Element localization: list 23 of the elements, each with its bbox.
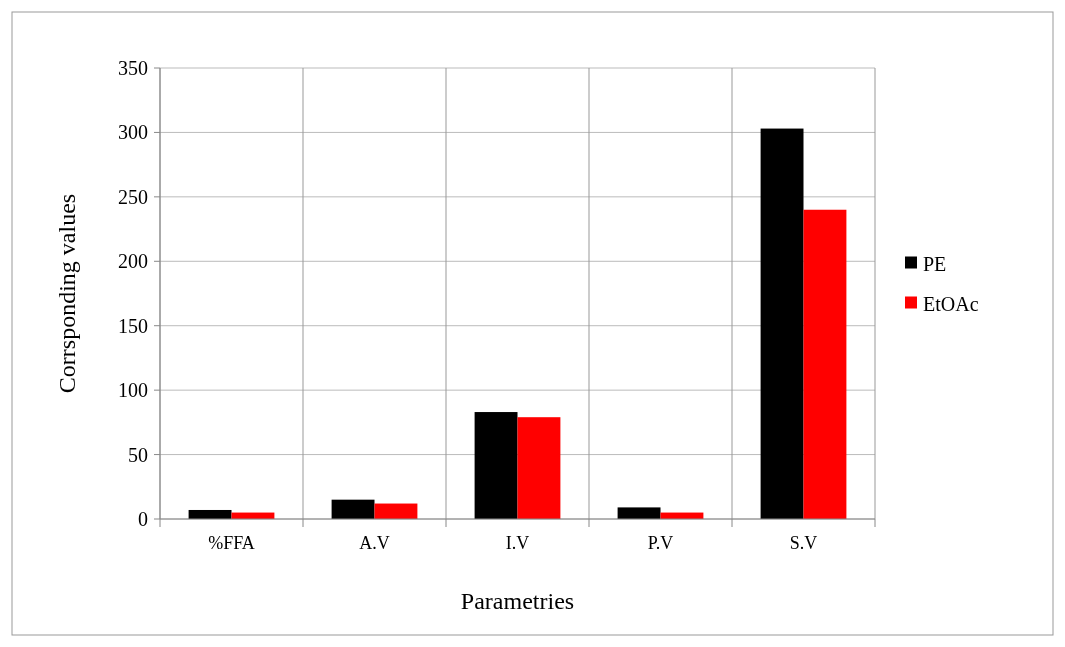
bar	[760, 128, 804, 519]
bar	[617, 507, 661, 519]
legend-label: PE	[923, 252, 947, 275]
y-tick-label: 150	[118, 314, 148, 337]
x-tick-label: I.V	[505, 533, 530, 553]
x-tick-label: %FFA	[208, 533, 255, 553]
y-tick-label: 300	[118, 121, 148, 144]
x-tick-label: P.V	[647, 533, 674, 553]
bar	[331, 499, 375, 519]
y-tick-label: 50	[128, 443, 148, 466]
y-tick-label: 350	[118, 57, 148, 79]
y-axis-title: Corrsponding values	[54, 193, 80, 394]
y-tick-label: 200	[118, 250, 148, 273]
legend-label: EtOAc	[923, 292, 979, 315]
x-tick-label: S.V	[789, 533, 818, 553]
bar	[803, 209, 847, 519]
bar	[517, 417, 561, 519]
x-axis-title: Parametries	[460, 588, 575, 614]
x-tick-label: A.V	[359, 533, 390, 553]
bar	[474, 412, 518, 519]
y-tick-label: 100	[118, 379, 148, 402]
y-tick-label: 0	[138, 508, 148, 530]
y-tick-label: 250	[118, 185, 148, 208]
